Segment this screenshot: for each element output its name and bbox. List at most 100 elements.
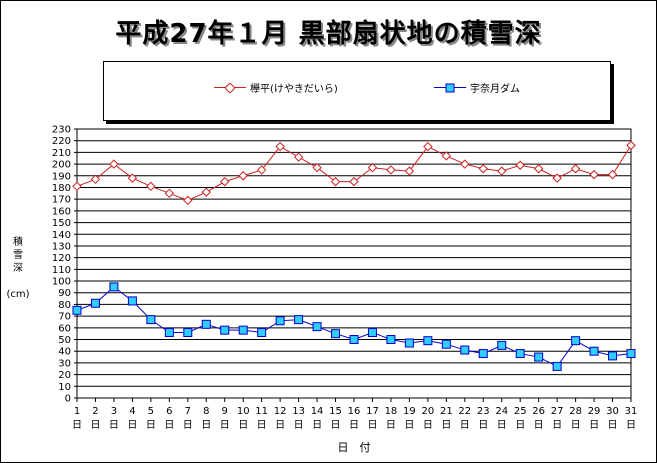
x-tick-label-suffix: 日 — [90, 420, 100, 431]
x-tick-label-suffix: 日 — [72, 420, 82, 431]
data-point-unazuki — [294, 315, 304, 325]
x-tick-label-suffix: 日 — [164, 420, 174, 431]
y-tick-label: 190 — [52, 171, 71, 182]
data-point-unazuki — [312, 322, 322, 332]
legend: 欅平(けやきだいら) 宇奈月ダム — [103, 61, 611, 121]
data-point-keyakidaira — [607, 169, 618, 180]
data-point-keyakidaira — [183, 195, 193, 206]
data-point-keyakidaira — [497, 166, 507, 176]
x-tick-label: 28 — [569, 406, 582, 417]
x-tick-label: 30 — [606, 406, 619, 417]
x-tick-label-suffix: 日 — [275, 420, 285, 431]
data-point-keyakidaira — [441, 151, 452, 161]
chart-title: 平成27年１月 黒部扇状地の積雪深 — [115, 19, 542, 49]
data-point-unazuki — [441, 339, 451, 349]
y-axis-label: 雪 — [13, 249, 23, 261]
data-point-unazuki — [423, 336, 433, 346]
y-tick-label: 60 — [58, 323, 71, 334]
x-tick-label: 29 — [588, 406, 601, 417]
y-tick-label: 30 — [58, 358, 71, 369]
x-tick-label: 10 — [237, 406, 250, 417]
data-point-unazuki — [238, 325, 248, 335]
x-tick-label-suffix: 日 — [183, 420, 193, 431]
data-point-keyakidaira — [312, 162, 322, 173]
data-point-unazuki — [386, 335, 396, 345]
x-tick-label: 3 — [111, 406, 117, 417]
data-point-unazuki — [534, 352, 544, 362]
y-tick-label: 130 — [52, 241, 71, 252]
data-point-unazuki — [164, 328, 174, 338]
data-point-keyakidaira — [478, 164, 488, 174]
y-tick-label: 230 — [52, 125, 71, 136]
y-axis-label: 深 — [13, 262, 23, 274]
data-point-keyakidaira — [109, 159, 119, 169]
x-tick-label: 24 — [495, 406, 508, 417]
x-tick-label: 13 — [292, 406, 305, 417]
data-point-unazuki — [90, 298, 100, 308]
data-point-keyakidaira — [626, 140, 636, 151]
x-tick-label-suffix: 日 — [127, 420, 137, 431]
data-point-unazuki — [626, 349, 636, 359]
x-tick-label: 6 — [166, 406, 172, 417]
x-tick-label-suffix: 日 — [626, 420, 636, 431]
x-tick-label: 2 — [92, 406, 98, 417]
data-point-unazuki — [478, 349, 488, 359]
x-tick-label: 8 — [203, 406, 209, 417]
x-tick-label-suffix: 日 — [589, 420, 599, 431]
data-point-keyakidaira — [552, 173, 562, 183]
x-tick-label: 16 — [348, 406, 361, 417]
data-point-unazuki — [109, 282, 119, 292]
data-point-unazuki — [275, 316, 285, 326]
y-tick-label: 70 — [58, 312, 71, 323]
y-tick-label: 170 — [52, 195, 71, 206]
x-tick-label-suffix: 日 — [146, 420, 156, 431]
data-point-unazuki — [367, 328, 377, 338]
data-point-unazuki — [220, 325, 230, 335]
x-tick-label: 9 — [222, 406, 228, 417]
x-tick-label: 11 — [255, 406, 268, 417]
x-tick-label: 19 — [403, 406, 416, 417]
diamond-icon — [225, 83, 235, 93]
data-point-unazuki — [183, 328, 193, 338]
x-tick-label-suffix: 日 — [367, 420, 377, 431]
x-tick-label-suffix: 日 — [257, 420, 267, 431]
data-point-unazuki — [404, 338, 414, 348]
x-tick-label: 27 — [551, 406, 564, 417]
x-tick-label-suffix: 日 — [497, 420, 507, 431]
data-point-keyakidaira — [127, 173, 138, 183]
x-tick-label: 14 — [311, 406, 324, 417]
x-axis-label: 日 付 — [338, 441, 371, 454]
x-tick-label-suffix: 日 — [441, 420, 451, 431]
data-point-keyakidaira — [367, 162, 378, 173]
y-tick-label: 0 — [65, 394, 71, 405]
x-tick-label-suffix: 日 — [515, 420, 525, 431]
x-tick-label-suffix: 日 — [404, 420, 414, 431]
legend-label-unazuki: 宇奈月ダム — [470, 84, 520, 95]
y-tick-label: 80 — [58, 300, 71, 311]
data-point-keyakidaira — [349, 176, 359, 187]
x-tick-label-suffix: 日 — [423, 420, 433, 431]
x-tick-label: 15 — [329, 406, 342, 417]
data-point-keyakidaira — [238, 171, 248, 181]
data-point-unazuki — [201, 319, 211, 329]
y-tick-label: 140 — [52, 230, 71, 241]
data-point-keyakidaira — [460, 159, 470, 169]
data-point-unazuki — [257, 328, 267, 338]
data-point-keyakidaira — [404, 166, 415, 176]
x-tick-label: 7 — [185, 406, 191, 417]
x-tick-label: 17 — [366, 406, 379, 417]
data-point-keyakidaira — [533, 164, 544, 174]
x-tick-label: 4 — [129, 406, 135, 417]
data-point-keyakidaira — [275, 141, 285, 152]
y-axis-label: 積 — [13, 235, 23, 248]
y-tick-label: 40 — [58, 347, 71, 358]
y-tick-label: 220 — [52, 136, 71, 147]
data-point-unazuki — [497, 340, 507, 350]
y-tick-label: 150 — [52, 218, 71, 229]
x-tick-label: 23 — [477, 406, 490, 417]
x-tick-label: 5 — [148, 406, 154, 417]
x-tick-label: 25 — [514, 406, 527, 417]
y-tick-label: 10 — [58, 382, 71, 393]
